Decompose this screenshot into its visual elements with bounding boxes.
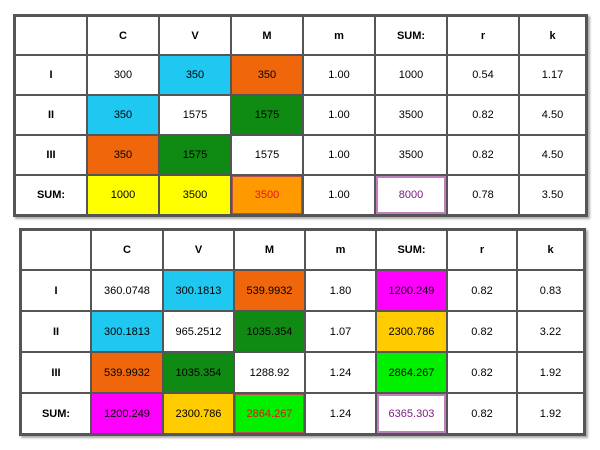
cell: 360.0748: [91, 270, 163, 311]
header-r: r: [447, 16, 519, 55]
sum-row: SUM: 1000 3500 3500 1.00 8000 0.78 3.50: [15, 175, 586, 215]
cell: 1.00: [303, 135, 375, 175]
cell: 0.83: [517, 270, 584, 311]
cell: 3.50: [519, 175, 586, 215]
cell: 965.2512: [163, 311, 234, 352]
cell: 300: [87, 55, 159, 95]
cell: 0.82: [447, 95, 519, 135]
cell: 3500: [375, 95, 447, 135]
cell: 539.9932: [234, 270, 305, 311]
cell: 1288.92: [234, 352, 305, 393]
header-k: k: [519, 16, 586, 55]
cell: 1.00: [303, 95, 375, 135]
cell: 1.80: [305, 270, 376, 311]
cell: 0.82: [447, 352, 517, 393]
cell: 8000: [375, 175, 447, 215]
cell: 2864.267: [376, 352, 447, 393]
cell: 4.50: [519, 135, 586, 175]
cell: 539.9932: [91, 352, 163, 393]
cell: 1.00: [303, 175, 375, 215]
header-c: C: [87, 16, 159, 55]
cell: 0.78: [447, 175, 519, 215]
cell: 1.00: [303, 55, 375, 95]
header-row: C V M m SUM: r k: [15, 16, 586, 55]
row-label: I: [15, 55, 87, 95]
header-r: r: [447, 230, 517, 270]
header-k: k: [517, 230, 584, 270]
cell: 300.1813: [91, 311, 163, 352]
cell: 1035.354: [163, 352, 234, 393]
header-sum: SUM:: [375, 16, 447, 55]
cell: 350: [87, 135, 159, 175]
header-v: V: [159, 16, 231, 55]
corner-cell: [21, 230, 91, 270]
table-row: I 300 350 350 1.00 1000 0.54 1.17: [15, 55, 586, 95]
value-table-transformed: C V M m SUM: r k I 360.0748 300.1813 539…: [19, 228, 586, 436]
table-row: I 360.0748 300.1813 539.9932 1.80 1200.2…: [21, 270, 584, 311]
cell: 1.92: [517, 393, 584, 434]
cell: 3500: [231, 175, 303, 215]
table-row: II 300.1813 965.2512 1035.354 1.07 2300.…: [21, 311, 584, 352]
header-m-lower: m: [305, 230, 376, 270]
cell: 3500: [375, 135, 447, 175]
sum-row: SUM: 1200.249 2300.786 2864.267 1.24 636…: [21, 393, 584, 434]
header-m: M: [231, 16, 303, 55]
cell: 350: [87, 95, 159, 135]
table-row: II 350 1575 1575 1.00 3500 0.82 4.50: [15, 95, 586, 135]
cell: 0.82: [447, 270, 517, 311]
cell: 0.82: [447, 393, 517, 434]
row-label: SUM:: [21, 393, 91, 434]
cell: 1.92: [517, 352, 584, 393]
cell: 350: [231, 55, 303, 95]
cell: 1.17: [519, 55, 586, 95]
row-label: II: [15, 95, 87, 135]
cell: 2300.786: [376, 311, 447, 352]
value-table-initial: C V M m SUM: r k I 300 350 350 1.00 1000…: [13, 14, 588, 217]
cell: 1000: [375, 55, 447, 95]
cell: 1575: [231, 95, 303, 135]
header-c: C: [91, 230, 163, 270]
cell: 2864.267: [234, 393, 305, 434]
cell: 1000: [87, 175, 159, 215]
row-label: SUM:: [15, 175, 87, 215]
row-label: III: [21, 352, 91, 393]
row-label: III: [15, 135, 87, 175]
cell: 300.1813: [163, 270, 234, 311]
cell: 1575: [159, 135, 231, 175]
header-m-lower: m: [303, 16, 375, 55]
corner-cell: [15, 16, 87, 55]
row-label: II: [21, 311, 91, 352]
cell: 0.82: [447, 311, 517, 352]
cell: 6365.303: [376, 393, 447, 434]
header-sum: SUM:: [376, 230, 447, 270]
table-row: III 539.9932 1035.354 1288.92 1.24 2864.…: [21, 352, 584, 393]
header-row: C V M m SUM: r k: [21, 230, 584, 270]
cell: 1200.249: [376, 270, 447, 311]
cell: 3500: [159, 175, 231, 215]
cell: 1200.249: [91, 393, 163, 434]
cell: 0.82: [447, 135, 519, 175]
cell: 1035.354: [234, 311, 305, 352]
cell: 1575: [159, 95, 231, 135]
cell: 1.07: [305, 311, 376, 352]
row-label: I: [21, 270, 91, 311]
cell: 1.24: [305, 393, 376, 434]
cell: 3.22: [517, 311, 584, 352]
cell: 1575: [231, 135, 303, 175]
header-m: M: [234, 230, 305, 270]
cell: 2300.786: [163, 393, 234, 434]
cell: 0.54: [447, 55, 519, 95]
cell: 1.24: [305, 352, 376, 393]
header-v: V: [163, 230, 234, 270]
cell: 4.50: [519, 95, 586, 135]
table-row: III 350 1575 1575 1.00 3500 0.82 4.50: [15, 135, 586, 175]
cell: 350: [159, 55, 231, 95]
